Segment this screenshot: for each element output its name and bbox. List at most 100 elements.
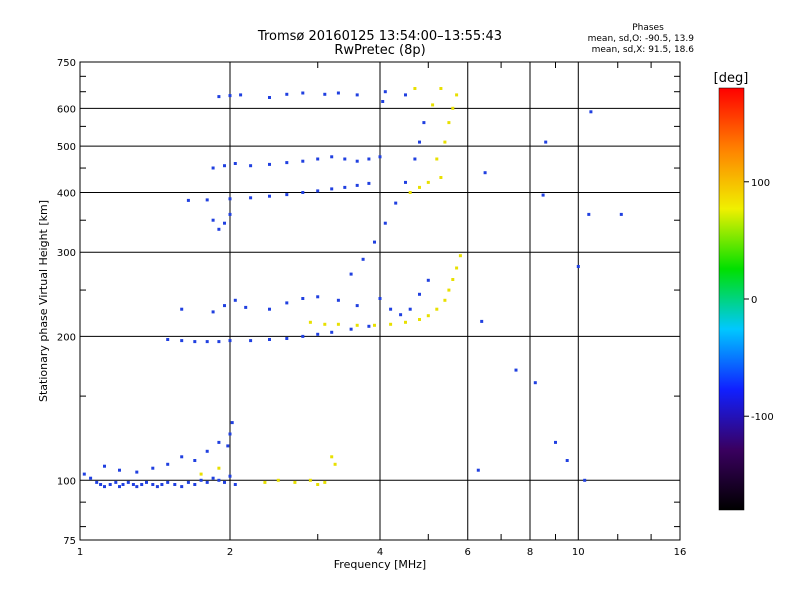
y-axis-label: Stationary phase Virtual Height [km] xyxy=(37,200,50,402)
data-point xyxy=(435,157,439,161)
data-point xyxy=(576,265,580,268)
data-point xyxy=(108,483,112,486)
data-point xyxy=(404,180,407,184)
data-point xyxy=(533,381,537,385)
y-tick-label: 200 xyxy=(57,332,76,343)
data-point xyxy=(443,298,447,302)
colorbar-ticks: 100 0 -100 xyxy=(744,178,774,423)
data-point xyxy=(131,483,135,486)
data-point xyxy=(408,307,412,311)
data-point xyxy=(263,480,267,484)
data-point xyxy=(447,288,451,292)
data-point xyxy=(249,164,253,168)
data-point xyxy=(330,330,334,334)
data-point xyxy=(422,121,426,125)
data-point xyxy=(160,483,164,486)
data-point xyxy=(378,155,382,159)
data-point xyxy=(268,338,271,341)
data-point xyxy=(285,193,289,197)
data-point xyxy=(587,212,591,216)
data-point xyxy=(367,157,371,161)
data-point xyxy=(308,320,312,324)
data-point xyxy=(166,480,170,484)
colorbar xyxy=(718,87,745,511)
data-point xyxy=(228,474,232,478)
data-point xyxy=(308,478,312,482)
y-tick-label: 400 xyxy=(57,188,76,199)
data-point xyxy=(343,157,347,161)
data-point xyxy=(166,462,170,466)
data-point xyxy=(301,334,305,338)
data-point xyxy=(228,197,232,201)
data-point xyxy=(228,212,232,216)
data-point xyxy=(330,155,334,159)
data-point xyxy=(418,292,421,296)
data-point xyxy=(223,304,226,308)
data-point xyxy=(228,94,232,98)
data-point xyxy=(223,164,226,168)
data-point xyxy=(140,483,144,486)
y-tick-label: 300 xyxy=(57,248,76,259)
data-point xyxy=(330,455,334,459)
data-point xyxy=(301,159,305,163)
y-tick-label: 100 xyxy=(57,476,76,487)
data-point xyxy=(223,480,226,484)
data-point xyxy=(418,140,421,144)
y-tick-label: 750 xyxy=(57,58,76,69)
data-point xyxy=(323,92,327,96)
data-point xyxy=(316,295,320,299)
data-point xyxy=(316,189,320,193)
data-point xyxy=(193,459,197,462)
data-point xyxy=(180,307,184,311)
data-point xyxy=(447,121,451,125)
data-point xyxy=(458,254,462,258)
data-point xyxy=(193,483,197,486)
data-point xyxy=(114,480,118,484)
x-tick-label: 16 xyxy=(674,547,687,558)
x-tick-label: 1 xyxy=(77,547,83,558)
data-point xyxy=(413,157,417,161)
data-point xyxy=(211,310,215,314)
data-point xyxy=(217,95,221,99)
x-axis-ticks: 1 2 4 6 8 10 16 xyxy=(77,62,687,558)
data-point xyxy=(151,466,155,470)
data-point xyxy=(399,313,403,317)
data-point xyxy=(118,468,121,472)
data-point xyxy=(383,90,387,94)
data-point xyxy=(418,185,421,189)
data-point xyxy=(378,297,382,300)
data-point xyxy=(323,322,327,326)
y-tick-label: 600 xyxy=(57,104,76,115)
data-point xyxy=(166,338,170,341)
stats-heading: Phases xyxy=(632,23,664,33)
chart-title: Tromsø 20160125 13:54:00–13:55:43 xyxy=(257,29,502,44)
data-point xyxy=(355,323,359,327)
data-point xyxy=(103,464,106,468)
x-axis-label: Frequency [MHz] xyxy=(334,558,426,571)
data-point xyxy=(316,157,320,161)
data-point xyxy=(389,322,393,326)
data-point xyxy=(180,455,184,459)
data-point xyxy=(239,93,243,97)
data-point xyxy=(199,472,203,476)
data-point xyxy=(121,483,125,486)
data-point xyxy=(439,176,443,179)
x-tick-label: 6 xyxy=(465,547,471,558)
chart-subtitle: RwPretec (8p) xyxy=(334,43,425,58)
data-point xyxy=(383,221,387,225)
data-point xyxy=(443,140,447,144)
data-point xyxy=(483,171,487,175)
data-point xyxy=(95,480,99,484)
data-point xyxy=(186,198,190,202)
data-point xyxy=(619,212,623,216)
data-point xyxy=(389,307,393,311)
data-point xyxy=(285,161,289,165)
data-point xyxy=(426,314,430,318)
data-point xyxy=(186,480,190,484)
data-point xyxy=(217,340,221,344)
data-point xyxy=(355,183,359,187)
data-point xyxy=(135,485,139,489)
data-point xyxy=(301,297,305,300)
data-point xyxy=(451,106,455,110)
